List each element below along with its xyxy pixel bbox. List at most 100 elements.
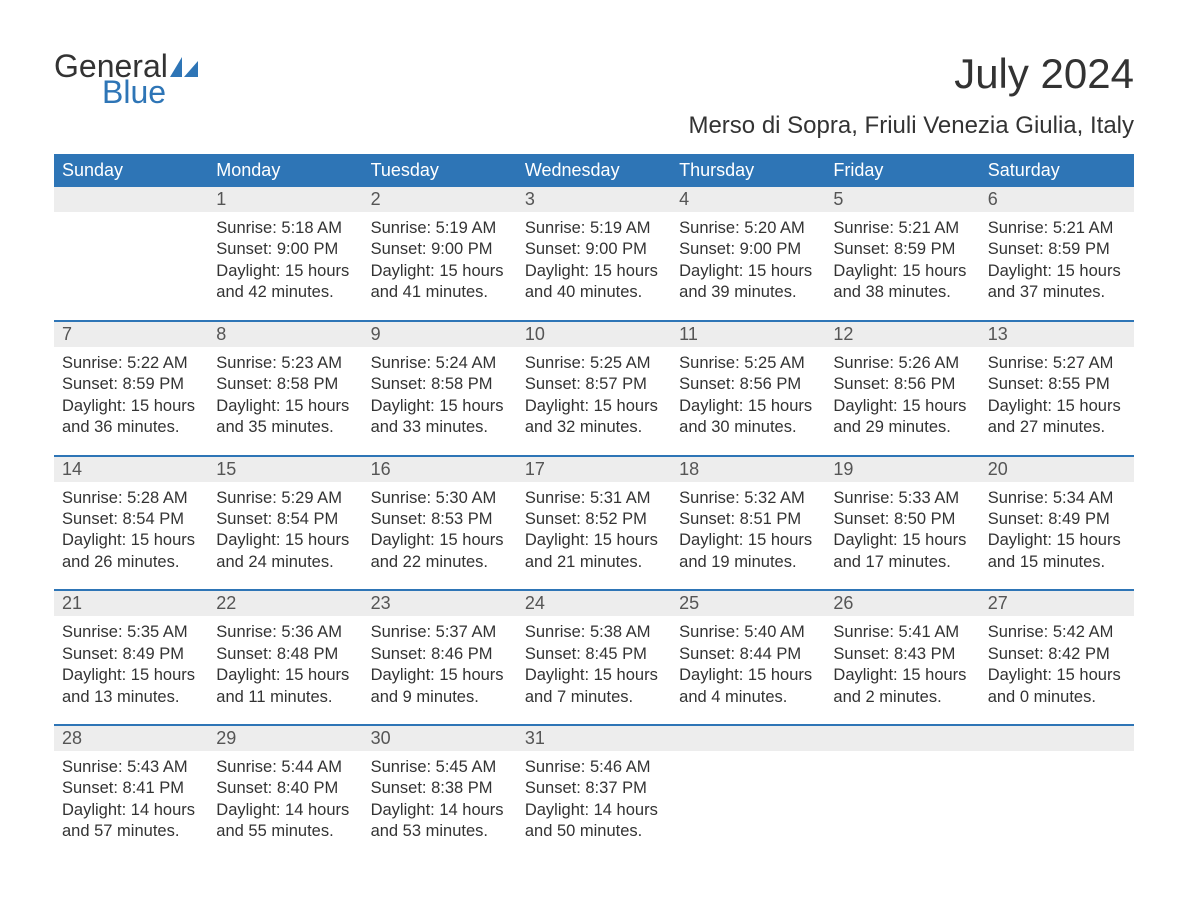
- sunrise-text: Sunrise: 5:26 AM: [833, 353, 971, 374]
- daynum-row: 28293031: [54, 726, 1134, 751]
- daylight-text-1: Daylight: 15 hours: [833, 665, 971, 686]
- day-number: 1: [208, 187, 362, 212]
- sunrise-text: Sunrise: 5:18 AM: [216, 218, 354, 239]
- day-number: 21: [54, 591, 208, 616]
- sunset-text: Sunset: 8:56 PM: [833, 374, 971, 395]
- sunset-text: Sunset: 8:46 PM: [371, 644, 509, 665]
- sunrise-text: Sunrise: 5:20 AM: [679, 218, 817, 239]
- sunset-text: Sunset: 8:58 PM: [371, 374, 509, 395]
- sunset-text: Sunset: 8:38 PM: [371, 778, 509, 799]
- daylight-text-2: and 50 minutes.: [525, 821, 663, 842]
- sunset-text: Sunset: 8:48 PM: [216, 644, 354, 665]
- day-cell: Sunrise: 5:25 AMSunset: 8:56 PMDaylight:…: [671, 347, 825, 455]
- day-cell: Sunrise: 5:19 AMSunset: 9:00 PMDaylight:…: [363, 212, 517, 320]
- sunset-text: Sunset: 8:45 PM: [525, 644, 663, 665]
- daylight-text-2: and 9 minutes.: [371, 687, 509, 708]
- sunrise-text: Sunrise: 5:22 AM: [62, 353, 200, 374]
- day-cell: [980, 751, 1134, 859]
- daylight-text-2: and 55 minutes.: [216, 821, 354, 842]
- title-block: July 2024 Merso di Sopra, Friuli Venezia…: [688, 50, 1134, 140]
- day-number: 30: [363, 726, 517, 751]
- daylight-text-2: and 41 minutes.: [371, 282, 509, 303]
- daylight-text-2: and 22 minutes.: [371, 552, 509, 573]
- sunrise-text: Sunrise: 5:29 AM: [216, 488, 354, 509]
- day-cell: Sunrise: 5:41 AMSunset: 8:43 PMDaylight:…: [825, 616, 979, 724]
- header: General Blue July 2024 Merso di Sopra, F…: [54, 50, 1134, 140]
- daylight-text-1: Daylight: 15 hours: [371, 396, 509, 417]
- daylight-text-1: Daylight: 15 hours: [679, 530, 817, 551]
- day-number: 23: [363, 591, 517, 616]
- daylight-text-2: and 13 minutes.: [62, 687, 200, 708]
- sunrise-text: Sunrise: 5:23 AM: [216, 353, 354, 374]
- sunset-text: Sunset: 9:00 PM: [525, 239, 663, 260]
- weekday-header-row: Sunday Monday Tuesday Wednesday Thursday…: [54, 154, 1134, 187]
- daylight-text-2: and 7 minutes.: [525, 687, 663, 708]
- sunset-text: Sunset: 8:50 PM: [833, 509, 971, 530]
- sunset-text: Sunset: 8:54 PM: [216, 509, 354, 530]
- weekday-header: Sunday: [54, 154, 208, 187]
- daylight-text-1: Daylight: 15 hours: [525, 665, 663, 686]
- day-number: 27: [980, 591, 1134, 616]
- day-number: 31: [517, 726, 671, 751]
- daylight-text-1: Daylight: 15 hours: [216, 530, 354, 551]
- daylight-text-1: Daylight: 15 hours: [988, 665, 1126, 686]
- daylight-text-2: and 24 minutes.: [216, 552, 354, 573]
- daylight-text-2: and 37 minutes.: [988, 282, 1126, 303]
- sunrise-text: Sunrise: 5:33 AM: [833, 488, 971, 509]
- daylight-text-2: and 36 minutes.: [62, 417, 200, 438]
- day-cell: [671, 751, 825, 859]
- sunset-text: Sunset: 8:58 PM: [216, 374, 354, 395]
- sunrise-text: Sunrise: 5:46 AM: [525, 757, 663, 778]
- calendar-week: 28293031Sunrise: 5:43 AMSunset: 8:41 PMD…: [54, 724, 1134, 859]
- calendar-week: 123456Sunrise: 5:18 AMSunset: 9:00 PMDay…: [54, 187, 1134, 320]
- daylight-text-1: Daylight: 15 hours: [371, 530, 509, 551]
- daylight-text-1: Daylight: 15 hours: [371, 665, 509, 686]
- day-cell: Sunrise: 5:30 AMSunset: 8:53 PMDaylight:…: [363, 482, 517, 590]
- day-cell: Sunrise: 5:38 AMSunset: 8:45 PMDaylight:…: [517, 616, 671, 724]
- sunset-text: Sunset: 9:00 PM: [216, 239, 354, 260]
- day-cell: Sunrise: 5:23 AMSunset: 8:58 PMDaylight:…: [208, 347, 362, 455]
- day-cell: Sunrise: 5:27 AMSunset: 8:55 PMDaylight:…: [980, 347, 1134, 455]
- sunset-text: Sunset: 8:49 PM: [988, 509, 1126, 530]
- daylight-text-2: and 0 minutes.: [988, 687, 1126, 708]
- day-number: [980, 726, 1134, 751]
- day-number: 8: [208, 322, 362, 347]
- daylight-text-1: Daylight: 15 hours: [371, 261, 509, 282]
- sunset-text: Sunset: 8:57 PM: [525, 374, 663, 395]
- daylight-text-1: Daylight: 15 hours: [216, 261, 354, 282]
- sunrise-text: Sunrise: 5:36 AM: [216, 622, 354, 643]
- sunrise-text: Sunrise: 5:24 AM: [371, 353, 509, 374]
- day-number: 28: [54, 726, 208, 751]
- daylight-text-1: Daylight: 15 hours: [525, 261, 663, 282]
- day-cell: Sunrise: 5:34 AMSunset: 8:49 PMDaylight:…: [980, 482, 1134, 590]
- daylight-text-2: and 38 minutes.: [833, 282, 971, 303]
- day-number: 13: [980, 322, 1134, 347]
- sunrise-text: Sunrise: 5:45 AM: [371, 757, 509, 778]
- day-cell: Sunrise: 5:37 AMSunset: 8:46 PMDaylight:…: [363, 616, 517, 724]
- sunset-text: Sunset: 8:56 PM: [679, 374, 817, 395]
- daylight-text-2: and 30 minutes.: [679, 417, 817, 438]
- day-cell: Sunrise: 5:32 AMSunset: 8:51 PMDaylight:…: [671, 482, 825, 590]
- sunset-text: Sunset: 8:41 PM: [62, 778, 200, 799]
- weekday-header: Thursday: [671, 154, 825, 187]
- weekday-header: Monday: [208, 154, 362, 187]
- calendar-week: 21222324252627Sunrise: 5:35 AMSunset: 8:…: [54, 589, 1134, 724]
- daylight-text-2: and 15 minutes.: [988, 552, 1126, 573]
- daylight-text-2: and 26 minutes.: [62, 552, 200, 573]
- daylight-text-1: Daylight: 14 hours: [371, 800, 509, 821]
- day-number: [54, 187, 208, 212]
- daylight-text-1: Daylight: 15 hours: [62, 530, 200, 551]
- sunset-text: Sunset: 8:51 PM: [679, 509, 817, 530]
- daylight-text-2: and 32 minutes.: [525, 417, 663, 438]
- daylight-text-2: and 27 minutes.: [988, 417, 1126, 438]
- daylight-text-1: Daylight: 14 hours: [62, 800, 200, 821]
- sunset-text: Sunset: 8:55 PM: [988, 374, 1126, 395]
- sunrise-text: Sunrise: 5:19 AM: [371, 218, 509, 239]
- sunrise-text: Sunrise: 5:25 AM: [679, 353, 817, 374]
- day-cell: Sunrise: 5:21 AMSunset: 8:59 PMDaylight:…: [825, 212, 979, 320]
- day-cell: Sunrise: 5:45 AMSunset: 8:38 PMDaylight:…: [363, 751, 517, 859]
- month-title: July 2024: [688, 50, 1134, 98]
- sunset-text: Sunset: 8:59 PM: [833, 239, 971, 260]
- day-number: 12: [825, 322, 979, 347]
- daylight-text-2: and 40 minutes.: [525, 282, 663, 303]
